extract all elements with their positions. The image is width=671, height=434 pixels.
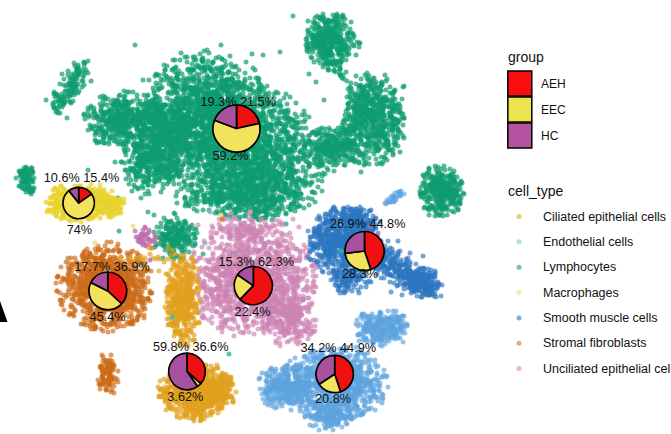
svg-text:cell_type: cell_type (508, 183, 563, 199)
svg-text:group: group (508, 49, 544, 65)
svg-text:Lymphocytes: Lymphocytes (543, 260, 616, 274)
svg-text:Ciliated epithelial cells: Ciliated epithelial cells (543, 210, 666, 224)
svg-text:34.2% 44.9%: 34.2% 44.9% (301, 341, 376, 355)
svg-text:Stromal fibroblasts: Stromal fibroblasts (543, 336, 647, 350)
svg-text:19.3% 21.5%: 19.3% 21.5% (200, 95, 275, 109)
svg-text:26.9% 44.8%: 26.9% 44.8% (330, 217, 405, 231)
svg-text:Unciliated epithelial cells: Unciliated epithelial cells (543, 362, 671, 376)
svg-text:45.4%: 45.4% (90, 310, 126, 324)
svg-text:3.62%: 3.62% (167, 390, 203, 404)
svg-text:Endothelial cells: Endothelial cells (543, 235, 633, 249)
svg-text:10.6% 15.4%: 10.6% 15.4% (44, 171, 119, 185)
svg-text:28.3%: 28.3% (342, 267, 378, 281)
svg-text:15.3% 62.3%: 15.3% 62.3% (219, 255, 294, 269)
svg-text:Macrophages: Macrophages (543, 286, 619, 300)
svg-text:74%: 74% (67, 223, 92, 237)
svg-text:17.7% 36.9%: 17.7% 36.9% (74, 260, 149, 274)
svg-text:EEC: EEC (541, 103, 566, 117)
svg-text:20.8%: 20.8% (315, 392, 351, 406)
svg-text:59.2%: 59.2% (213, 149, 249, 163)
svg-text:59.8% 36.6%: 59.8% 36.6% (153, 340, 228, 354)
svg-text:22.4%: 22.4% (235, 305, 271, 319)
svg-text:HC: HC (541, 129, 559, 143)
svg-text:Smooth muscle cells: Smooth muscle cells (543, 311, 658, 325)
svg-text:AEH: AEH (541, 77, 566, 91)
